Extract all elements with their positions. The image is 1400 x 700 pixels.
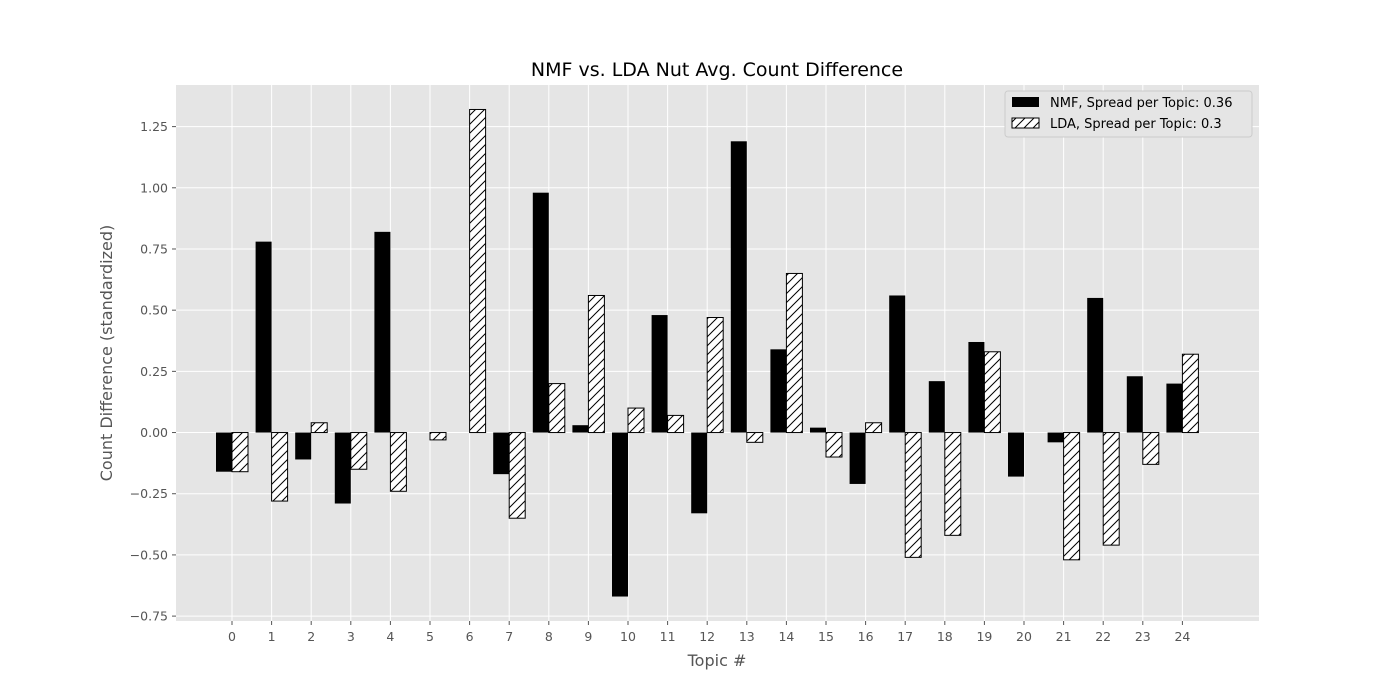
- bar-nmf: [295, 432, 312, 460]
- y-tick-label: 0.75: [140, 241, 168, 256]
- x-tick-label: 16: [858, 629, 874, 644]
- bar-lda: [1142, 432, 1160, 465]
- x-tick-label: 10: [620, 629, 636, 644]
- bar-nmf: [493, 432, 510, 475]
- bar-nmf: [532, 192, 549, 433]
- bar-lda: [271, 432, 289, 502]
- bar-lda: [667, 414, 685, 434]
- x-tick-label: 9: [584, 629, 592, 644]
- bar-lda: [310, 422, 328, 434]
- bar-nmf: [889, 295, 906, 433]
- bar-lda: [1181, 353, 1199, 434]
- bar-nmf: [810, 427, 826, 433]
- bar-nmf: [1126, 376, 1143, 433]
- x-tick-label: 23: [1135, 629, 1151, 644]
- bar-lda: [469, 108, 487, 434]
- bar-nmf: [691, 432, 708, 514]
- bar-nmf: [1166, 383, 1183, 433]
- bar-lda: [231, 432, 249, 473]
- x-tick-label: 11: [660, 629, 676, 644]
- x-tick-label: 21: [1056, 629, 1072, 644]
- bar-nmf: [849, 432, 866, 484]
- bar-lda: [1102, 432, 1120, 546]
- x-tick-label: 12: [699, 629, 715, 644]
- y-tick-label: −0.50: [130, 547, 168, 562]
- bar-lda: [983, 351, 1001, 434]
- legend-label-lda: LDA, Spread per Topic: 0.3: [1050, 117, 1222, 132]
- bar-nmf: [216, 432, 232, 472]
- legend: NMF, Spread per Topic: 0.36 LDA, Spread …: [1004, 90, 1253, 138]
- x-tick-label: 19: [976, 629, 992, 644]
- x-tick-label: 20: [1016, 629, 1032, 644]
- x-tick-label: 18: [937, 629, 953, 644]
- legend-label-nmf: NMF, Spread per Topic: 0.36: [1050, 96, 1232, 111]
- bar-nmf: [255, 241, 272, 433]
- legend-swatch-lda: [1011, 117, 1040, 129]
- x-tick-label: 8: [545, 629, 553, 644]
- x-tick-label: 7: [505, 629, 513, 644]
- legend-box: [1004, 90, 1253, 138]
- y-tick-label: 0.50: [140, 303, 168, 318]
- bar-lda: [587, 294, 605, 434]
- bar-lda: [904, 432, 922, 558]
- bar-nmf: [612, 432, 628, 597]
- bar-nmf: [651, 315, 668, 433]
- y-axis-ticks: −0.75 −0.50 −0.25 0.00 0.25 0.50 0.75 1.00 1.25: [130, 119, 176, 624]
- y-axis-label: Count Difference (standardized): [97, 225, 116, 481]
- bar-lda: [508, 432, 526, 519]
- bar-nmf: [770, 349, 787, 433]
- bar-lda: [429, 432, 447, 441]
- x-tick-label: 13: [739, 629, 755, 644]
- x-tick-label: 24: [1174, 629, 1190, 644]
- bar-nmf: [928, 381, 945, 433]
- y-tick-label: −0.25: [130, 486, 168, 501]
- bar-lda: [389, 432, 407, 492]
- x-tick-label: 2: [307, 629, 315, 644]
- bar-nmf: [968, 341, 985, 433]
- bar-lda: [548, 383, 566, 434]
- bar-nmf: [730, 141, 747, 433]
- x-tick-label: 3: [347, 629, 355, 644]
- bar-lda: [944, 432, 962, 536]
- x-tick-label: 0: [228, 629, 236, 644]
- x-tick-label: 6: [466, 629, 474, 644]
- bar-nmf: [572, 425, 589, 433]
- bar-lda: [785, 272, 803, 434]
- x-tick-label: 1: [268, 629, 276, 644]
- y-tick-label: 0.00: [140, 425, 168, 440]
- bar-lda: [746, 432, 764, 443]
- bar-nmf: [374, 231, 391, 433]
- bar-lda: [865, 422, 883, 434]
- y-tick-label: 1.00: [140, 180, 168, 195]
- x-axis-ticks: 0 1 2 3 4 5 6 7 8 9 10 11 12 13 14 15 16 17 18 19 20 21 22 23 24: [228, 621, 1190, 644]
- x-tick-label: 15: [818, 629, 834, 644]
- bar-lda: [706, 317, 724, 434]
- bar-nmf: [334, 432, 351, 504]
- y-tick-label: 1.25: [140, 119, 168, 134]
- chart-title: NMF vs. LDA Nut Avg. Count Difference: [531, 59, 903, 81]
- y-tick-label: −0.75: [130, 609, 168, 624]
- bar-lda: [627, 407, 645, 434]
- bar-nmf: [1008, 432, 1024, 477]
- x-tick-label: 5: [426, 629, 434, 644]
- legend-swatch-nmf: [1012, 97, 1039, 107]
- bar-nmf: [1047, 432, 1064, 443]
- bar-nmf: [1087, 297, 1104, 433]
- bars: [216, 108, 1199, 597]
- bar-lda: [350, 432, 368, 470]
- bar-lda: [1063, 432, 1081, 561]
- x-axis-label: Topic #: [687, 651, 747, 670]
- y-tick-label: 0.25: [140, 364, 168, 379]
- x-tick-label: 22: [1095, 629, 1111, 644]
- x-tick-label: 14: [778, 629, 794, 644]
- bar-lda: [825, 432, 843, 458]
- x-tick-label: 17: [897, 629, 913, 644]
- x-tick-label: 4: [386, 629, 394, 644]
